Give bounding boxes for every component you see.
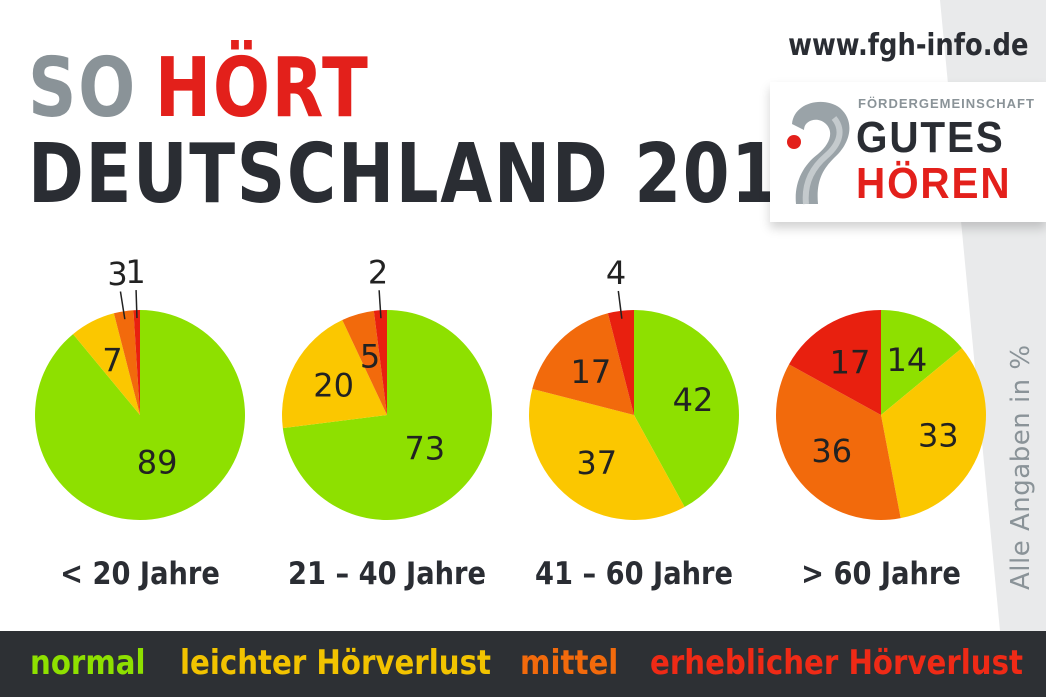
legend-item-erheblicher-hoerverlust: erheblicher Hörverlust bbox=[650, 643, 1023, 683]
slice-41-60-erheblich bbox=[607, 310, 634, 415]
slice-under-20-mittel bbox=[113, 310, 140, 415]
group-label-41-60: 41 – 60 Jahre bbox=[535, 556, 733, 592]
value-label-under-20-leicht: 7 bbox=[102, 342, 122, 380]
value-label-21-40-normal: 73 bbox=[404, 429, 445, 467]
logo-word-hoeren: HÖREN bbox=[856, 159, 1012, 208]
slice-over-60-mittel bbox=[776, 364, 901, 520]
slice-41-60-normal bbox=[634, 310, 739, 508]
slice-21-40-mittel bbox=[342, 310, 387, 415]
slice-21-40-normal bbox=[282, 310, 493, 520]
value-label-41-60-erheblich: 4 bbox=[606, 254, 626, 292]
ear-logo-icon bbox=[787, 101, 850, 205]
value-label-over-60-erheblich: 17 bbox=[830, 344, 871, 382]
value-label-over-60-mittel: 36 bbox=[811, 432, 852, 470]
leader-under-20-mittel bbox=[119, 291, 126, 320]
pie-41-60: 42 37 17 4 bbox=[529, 254, 739, 520]
value-label-21-40-erheblich: 2 bbox=[368, 253, 388, 291]
legend: normal leichter Hörverlust mittel erhebl… bbox=[0, 631, 1046, 697]
value-label-over-60-leicht: 33 bbox=[918, 417, 959, 455]
leader-41-60-erheblich bbox=[617, 290, 623, 319]
value-label-under-20-mittel: 3 bbox=[107, 255, 127, 293]
pie-under-20: 89 7 31 bbox=[35, 253, 246, 520]
legend-item-normal: normal bbox=[30, 643, 146, 683]
legend-item-mittel: mittel bbox=[520, 643, 619, 683]
value-label-41-60-mittel: 17 bbox=[571, 353, 612, 391]
value-label-41-60-normal: 42 bbox=[673, 381, 714, 419]
slice-21-40-erheblich bbox=[373, 310, 387, 415]
value-label-21-40-mittel: 5 bbox=[360, 338, 380, 376]
slice-under-20-erheblich bbox=[133, 310, 140, 415]
logo-guteshoeren: FÖRDERGEMEINSCHAFT GUTES HÖREN bbox=[770, 82, 1046, 222]
title-line-2: DEUTSCHLAND 2015: bbox=[28, 127, 857, 222]
leader-21-40-erheblich bbox=[378, 290, 382, 319]
slice-over-60-leicht bbox=[881, 348, 986, 519]
value-label-over-60-normal: 14 bbox=[887, 341, 928, 379]
slice-over-60-normal bbox=[881, 310, 962, 415]
slice-41-60-leicht bbox=[529, 388, 685, 520]
value-label-21-40-leicht: 20 bbox=[313, 367, 354, 405]
pie-over-60: 14 33 36 17 bbox=[776, 310, 986, 520]
value-label-under-20-erheblich: 1 bbox=[125, 253, 145, 291]
value-label-under-20-normal: 89 bbox=[137, 443, 178, 481]
page-title: SO HÖRT DEUTSCHLAND 2015: bbox=[28, 48, 857, 216]
value-label-41-60-leicht: 37 bbox=[576, 444, 617, 482]
title-word-hoert: HÖRT bbox=[154, 41, 370, 136]
logo-small-text: FÖRDERGEMEINSCHAFT bbox=[858, 96, 1035, 111]
logo-word-gutes: GUTES bbox=[856, 113, 1005, 162]
slice-41-60-mittel bbox=[532, 313, 634, 415]
title-word-so: SO bbox=[28, 41, 137, 136]
slice-over-60-erheblich bbox=[788, 310, 881, 415]
slice-under-20-normal bbox=[35, 310, 246, 520]
slice-21-40-leicht bbox=[282, 319, 387, 429]
pie-21-40: 73 205 2 bbox=[282, 253, 493, 520]
slice-under-20-leicht bbox=[73, 313, 140, 415]
percent-note: Alle Angaben in % bbox=[1006, 344, 1036, 590]
group-label-21-40: 21 – 40 Jahre bbox=[288, 556, 486, 592]
group-label-under-20: < 20 Jahre bbox=[60, 556, 220, 592]
leader-under-20-erheblich bbox=[135, 290, 138, 319]
website-url: www.fgh-info.de bbox=[787, 28, 1028, 63]
group-label-over-60: > 60 Jahre bbox=[801, 556, 961, 592]
legend-item-leichter-hoerverlust: leichter Hörverlust bbox=[180, 643, 491, 683]
